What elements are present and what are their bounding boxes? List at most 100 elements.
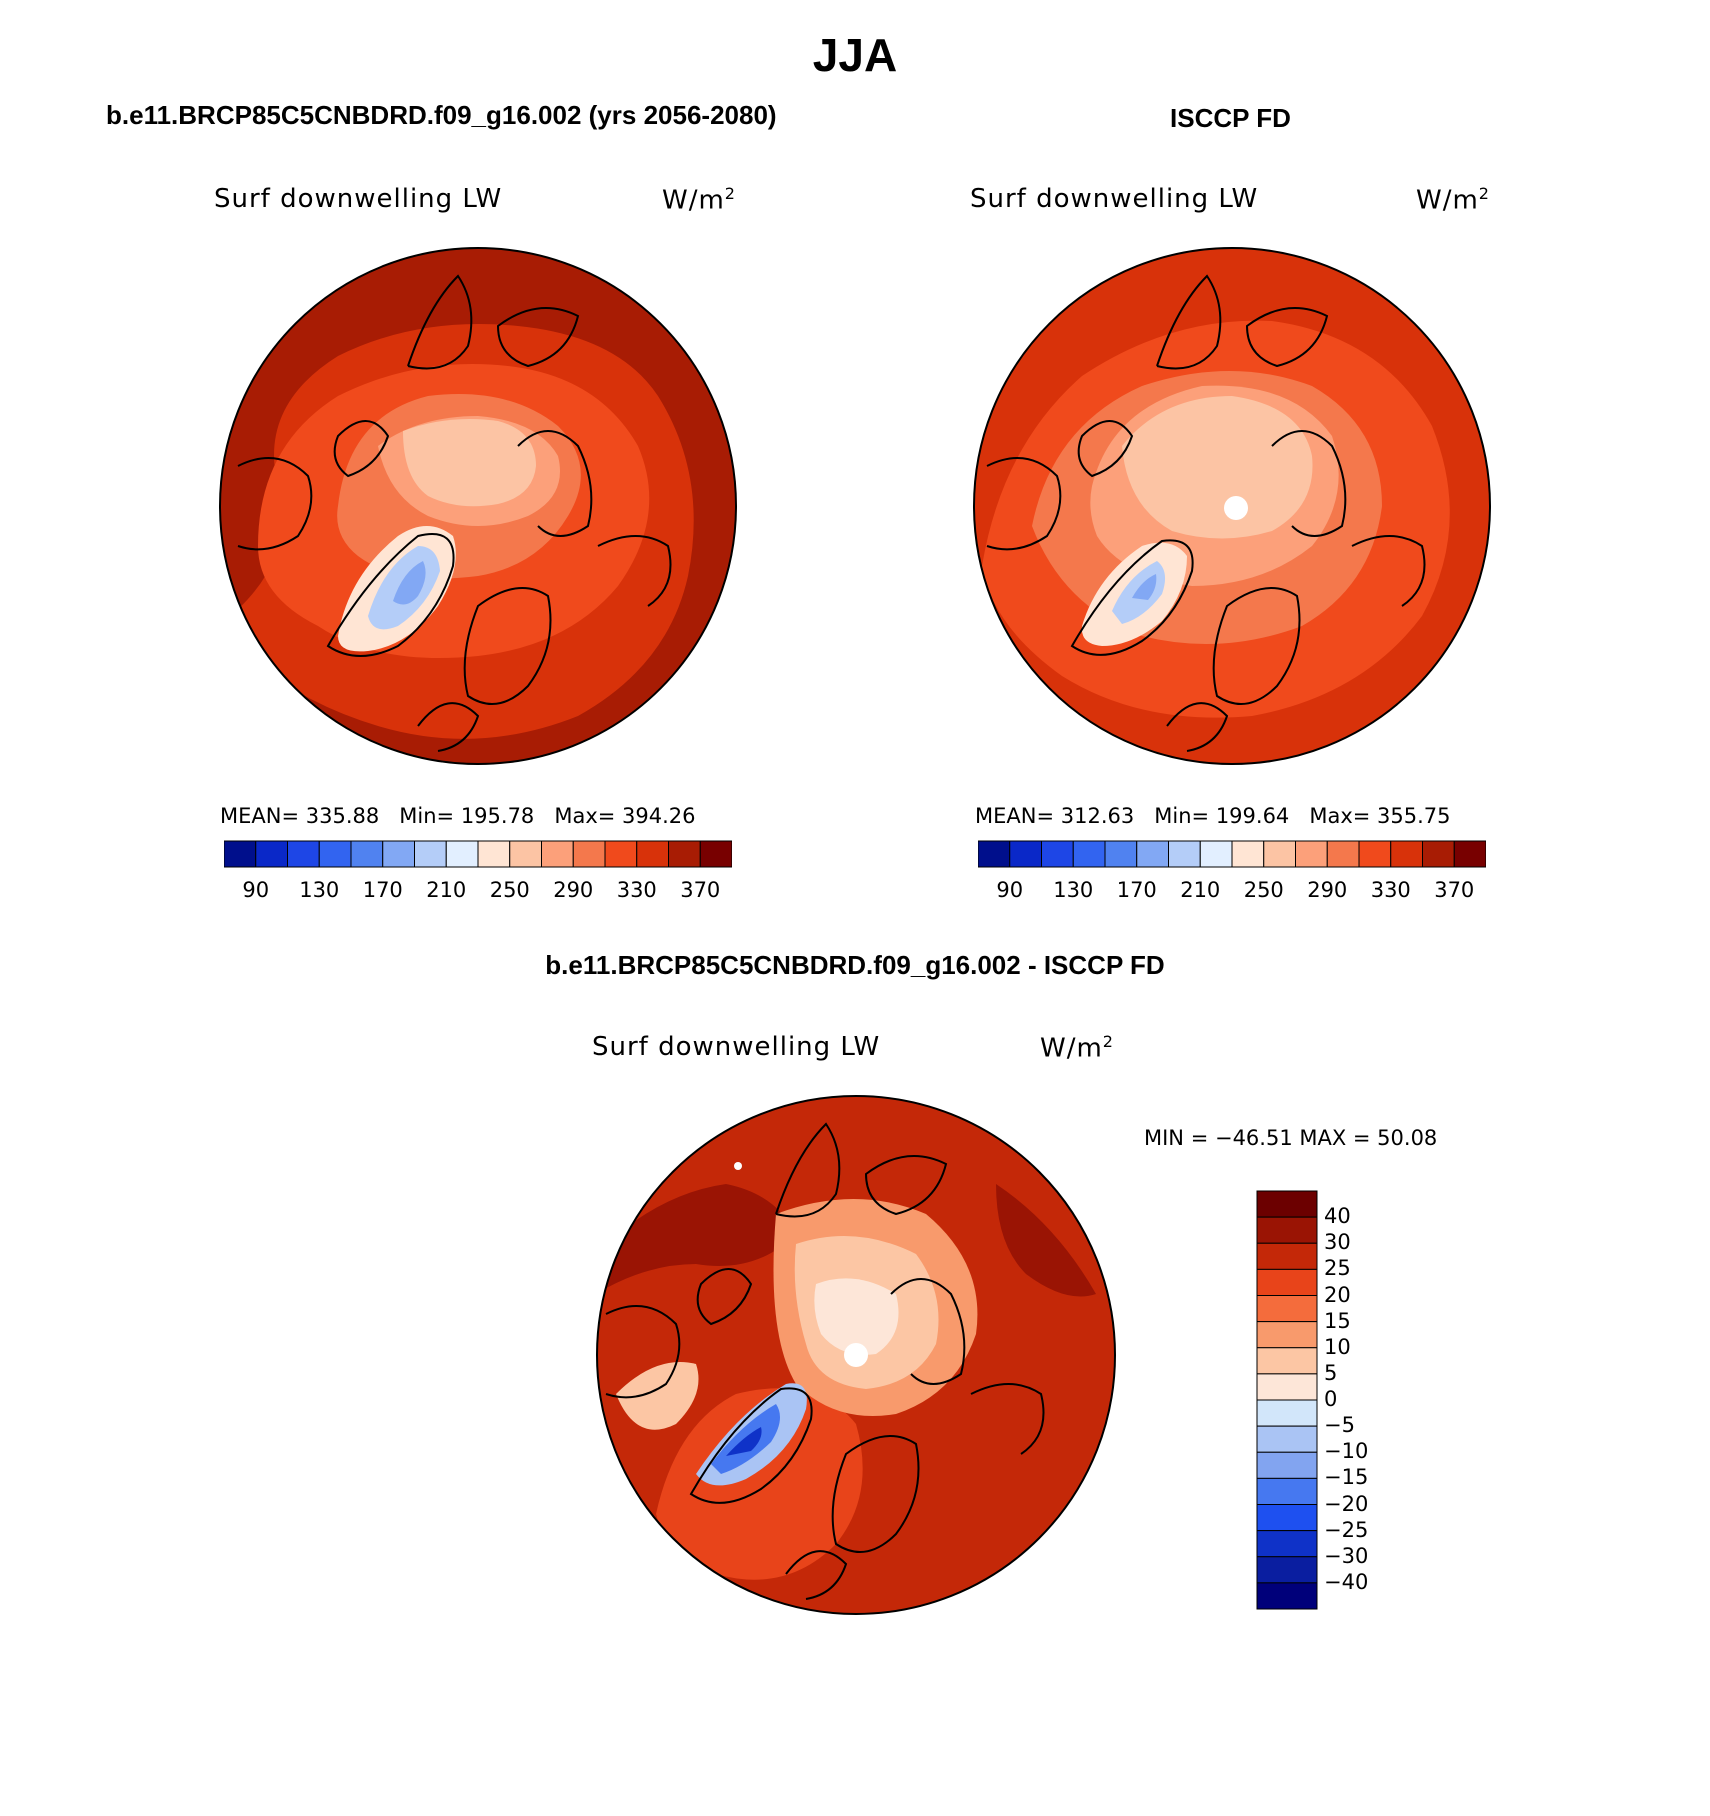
polar-map-model <box>219 247 737 765</box>
colorbar-segment <box>224 840 257 868</box>
colorbar-segment <box>572 840 606 868</box>
colorbar-segment <box>382 840 415 868</box>
panel-title-obs: ISCCP FD <box>1170 103 1291 133</box>
colorbar-segment <box>1256 1425 1318 1453</box>
field-contour-8 <box>1132 574 1157 600</box>
colorbar-segment <box>318 840 352 868</box>
colorbar-segment <box>541 840 574 868</box>
colorbar-tick-label: 10 <box>1324 1334 1351 1359</box>
colorbar-segment <box>350 840 384 868</box>
colorbar-segment <box>1136 840 1169 868</box>
colorbar-ticks-diff: 40 30 25 20 15 10 5 0 −5 −10 −15 −20 −25 −30 −40 <box>1324 1190 1404 1610</box>
colorbar-tick-label: 40 <box>1324 1204 1351 1229</box>
colorbar-segment <box>445 840 479 868</box>
map-boundary <box>973 247 1491 765</box>
colorbar-segment <box>1263 840 1296 868</box>
colorbar-tick-label: 5 <box>1324 1360 1338 1385</box>
colorbar-segment <box>477 840 511 868</box>
colorbar-tick-label: 0 <box>1324 1387 1338 1411</box>
colorbar-segment <box>1256 1582 1318 1610</box>
colorbar-tick-label: 210 <box>426 878 467 902</box>
colorbar-segment <box>1256 1242 1318 1270</box>
polar-map-diff <box>596 1095 1116 1615</box>
field-contour-7 <box>814 1278 899 1355</box>
colorbar-segment <box>1104 840 1138 868</box>
colorbar-segment <box>604 840 638 868</box>
units-label-diff: W/m2 <box>1040 1032 1114 1064</box>
min-value: 195.78 <box>460 804 535 828</box>
pole-hole <box>1224 496 1248 520</box>
colorbar-tick-label: 250 <box>489 878 530 902</box>
coastlines <box>605 1122 1045 1600</box>
colorbar-tick-label: 330 <box>616 878 657 902</box>
field-contour-8 <box>616 1362 699 1430</box>
colorbar-tick-label: 30 <box>1324 1230 1351 1255</box>
variable-label-diff: Surf downwelling LW <box>592 1032 881 1062</box>
colorbar-segment <box>1256 1216 1318 1244</box>
units-label-obs: W/m2 <box>1416 184 1490 216</box>
colorbar-tick-label: 170 <box>1116 878 1157 902</box>
colorbar-segment <box>1256 1373 1318 1401</box>
colorbar-segment <box>1256 1451 1318 1479</box>
colorbar-segment <box>1326 840 1360 868</box>
colorbar-segment <box>978 840 1011 868</box>
field-contour-2 <box>597 1184 796 1294</box>
coastlines <box>237 274 672 752</box>
map-boundary <box>219 247 737 765</box>
colorbar-segment <box>1256 1347 1318 1375</box>
colorbar-segment <box>255 840 288 868</box>
coastlines <box>986 274 1426 752</box>
colorbar-model <box>224 840 732 868</box>
field-contour-4 <box>656 1388 863 1580</box>
colorbar-segment <box>1256 1556 1318 1584</box>
colorbar-tick-label: −25 <box>1324 1517 1369 1542</box>
colorbar-tick-label: −10 <box>1324 1439 1369 1464</box>
colorbar-ticks-obs: 90 130 170 210 250 290 330 370 <box>978 876 1486 904</box>
colorbar-segment <box>1390 840 1423 868</box>
colorbar-segment <box>1256 1190 1318 1218</box>
colorbar-tick-label: −20 <box>1324 1491 1369 1516</box>
colorbar-segment <box>414 840 447 868</box>
colorbar-segment <box>1256 1295 1318 1323</box>
colorbar-segment <box>1009 840 1042 868</box>
colorbar-segment <box>1231 840 1265 868</box>
colorbar-segment <box>1358 840 1392 868</box>
colorbar-segment <box>1256 1399 1318 1427</box>
colorbar-tick-label: 330 <box>1370 878 1411 902</box>
panel-title-model: b.e11.BRCP85C5CNBDRD.f09_g16.002 (yrs 20… <box>106 100 777 130</box>
colorbar-segment <box>509 840 542 868</box>
colorbar-segment <box>1295 840 1328 868</box>
colorbar-segment <box>1072 840 1106 868</box>
stats-model: MEAN= 335.88 Min= 195.78 Max= 394.26 <box>220 804 696 828</box>
units-label-model: W/m2 <box>662 184 736 216</box>
max-value: 355.75 <box>1377 804 1451 828</box>
main-title: JJA <box>812 29 898 81</box>
colorbar-tick-label: 130 <box>299 878 340 902</box>
colorbar-segment <box>1256 1268 1318 1297</box>
colorbar-ticks-model: 90 130 170 210 250 290 330 370 <box>224 876 732 904</box>
colorbar-tick-label: 370 <box>680 878 721 902</box>
colorbar-segment <box>1256 1321 1318 1349</box>
colorbar-segment <box>1168 840 1201 868</box>
variable-label-obs: Surf downwelling LW <box>970 184 1259 214</box>
stats-obs: MEAN= 312.63 Min= 199.64 Max= 355.75 <box>975 804 1451 828</box>
colorbar-tick-label: 250 <box>1243 878 1284 902</box>
colorbar-tick-label: 370 <box>1434 878 1475 902</box>
colorbar-segment <box>1422 840 1455 868</box>
colorbar-segment <box>668 840 701 868</box>
mean-value: 312.63 <box>1060 804 1135 828</box>
colorbar-tick-label: 210 <box>1180 878 1221 902</box>
colorbar-tick-label: 25 <box>1324 1256 1351 1281</box>
colorbar-segment <box>1199 840 1233 868</box>
colorbar-tick-label: 15 <box>1324 1308 1351 1333</box>
panel-title-diff: b.e11.BRCP85C5CNBDRD.f09_g16.002 - ISCCP… <box>545 950 1165 980</box>
colorbar-tick-label: 290 <box>1307 878 1348 902</box>
min-value: 199.64 <box>1215 804 1290 828</box>
colorbar-tick-label: 130 <box>1053 878 1094 902</box>
colorbar-tick-label: 20 <box>1324 1282 1351 1307</box>
colorbar-tick-label: 90 <box>996 878 1024 902</box>
pole-hole <box>844 1343 868 1367</box>
colorbar-segment <box>1256 1530 1318 1558</box>
colorbar-segment <box>287 840 320 868</box>
colorbar-diff <box>1256 1190 1318 1610</box>
